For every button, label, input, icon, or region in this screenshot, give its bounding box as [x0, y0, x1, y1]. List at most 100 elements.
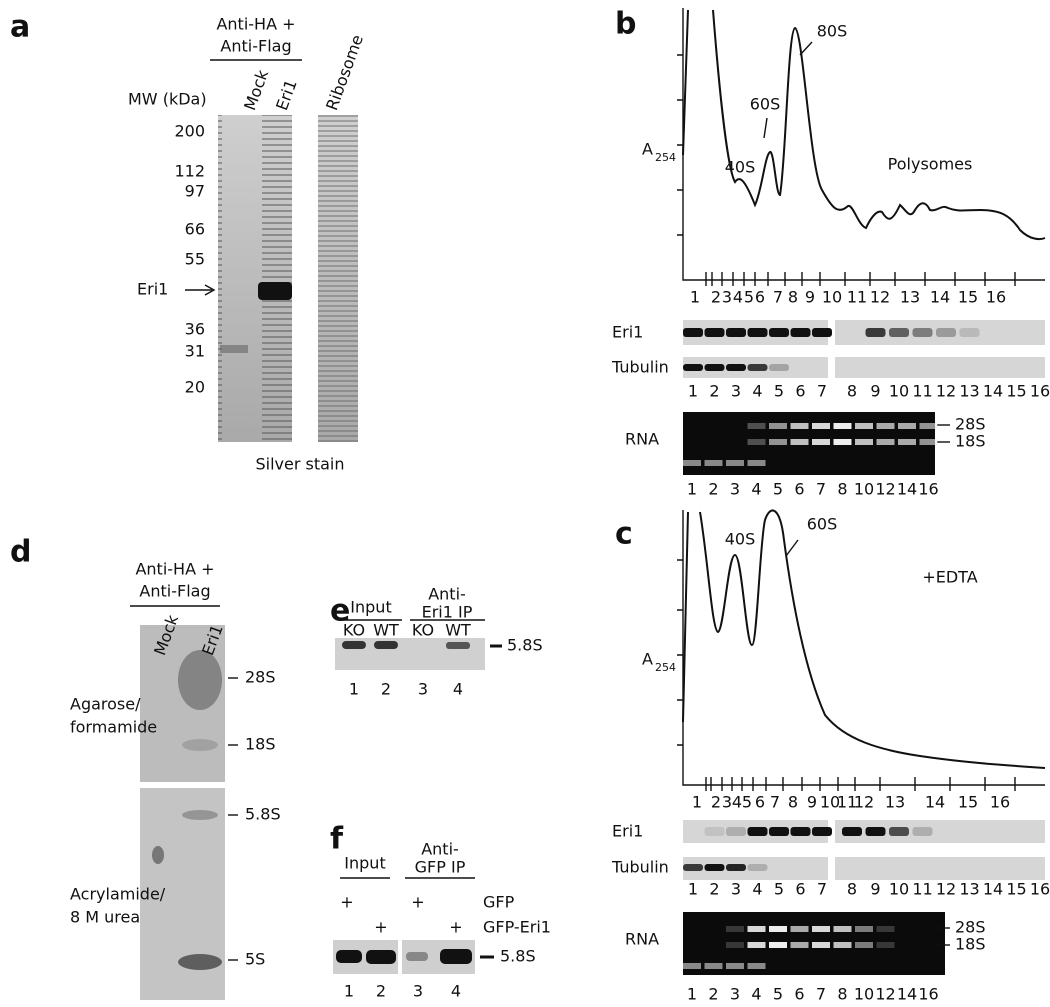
fraction-label: 11 [847, 288, 867, 307]
lane-number: 14 [897, 480, 917, 499]
blot-strip [835, 857, 1045, 880]
construct-label: GFP [483, 893, 515, 912]
rna-band [855, 942, 873, 948]
y-ticks [677, 559, 683, 746]
blot-band [704, 364, 725, 371]
rna-band [833, 423, 852, 429]
peak-label: 40S [725, 158, 756, 177]
band [406, 952, 428, 961]
lane-label: Ribosome [322, 32, 367, 113]
peak-pointer [763, 117, 768, 139]
blot-band [912, 827, 933, 836]
lane-number: 10 [889, 880, 909, 899]
lane-number: 5 [774, 880, 784, 899]
fraction-label: 3 [722, 793, 732, 812]
group-label: Eri1 IP [422, 603, 473, 622]
blot-strip [683, 857, 828, 880]
mock-band [220, 345, 248, 353]
rna-band [812, 439, 830, 445]
lane-number: 12 [875, 985, 895, 1004]
eri1-band [258, 282, 292, 300]
gel-label: 8 M urea [70, 908, 140, 927]
blot-band [865, 827, 886, 836]
fraction-label: 3 [722, 288, 732, 307]
marker-label: 31 [185, 342, 205, 361]
lane-number: 2 [381, 680, 391, 699]
lane-number: 3 [730, 985, 740, 1004]
gel-label: Agarose/ [70, 695, 141, 714]
fraction-label: 9 [805, 288, 815, 307]
marker-label: 55 [185, 250, 205, 269]
plus-sign: + [449, 918, 462, 937]
lane-number: 16 [1030, 880, 1050, 899]
lane-number: 2 [708, 985, 718, 1004]
fraction-label: 1 [692, 793, 702, 812]
fraction-label: 11 [837, 793, 857, 812]
lane-number: 4 [751, 985, 761, 1004]
lane-number: 16 [1030, 382, 1050, 401]
rna-band [790, 926, 809, 932]
fraction-label: 12 [870, 288, 890, 307]
marker-label: 20 [185, 378, 205, 397]
fraction-label: 7 [770, 793, 780, 812]
lane-number: 3 [730, 480, 740, 499]
rna-band [683, 460, 701, 466]
lane-number: 7 [817, 382, 827, 401]
lane-number: 3 [731, 880, 741, 899]
lane-number: 6 [795, 880, 805, 899]
panel-letter: b [615, 7, 636, 42]
fraction-label: 9 [807, 793, 817, 812]
plus-sign: + [374, 918, 387, 937]
condition-label: +EDTA [922, 568, 977, 587]
rna-band [747, 926, 766, 932]
band [366, 950, 396, 964]
lane-number: 2 [709, 880, 719, 899]
marker-label: 97 [185, 182, 205, 201]
lane-number: 1 [687, 480, 697, 499]
lane-number: 12 [875, 480, 895, 499]
plus-sign: + [340, 893, 353, 912]
rna-band [790, 439, 809, 445]
rna-band [855, 926, 873, 932]
blot-band [889, 328, 909, 337]
group-label: Anti- [428, 585, 466, 604]
rna-band [747, 423, 766, 429]
rna-band [833, 942, 852, 948]
marker-label: 112 [174, 162, 205, 181]
rna-band [855, 439, 873, 445]
rna-band [726, 963, 744, 969]
lane-number: 4 [451, 982, 461, 1001]
fraction-label: 8 [788, 793, 798, 812]
rna-band [898, 439, 916, 445]
band-label: 5.8S [245, 805, 281, 824]
lane-number: 13 [959, 382, 979, 401]
rna-band [726, 942, 744, 948]
panel-letter: d [10, 535, 31, 570]
band [182, 810, 218, 820]
rna-band [790, 423, 809, 429]
panel-letter: c [615, 517, 633, 552]
lane-number: 4 [752, 880, 762, 899]
lane-number: 10 [889, 382, 909, 401]
fraction-label: 14 [930, 288, 950, 307]
rna-band [769, 423, 787, 429]
lane-number: 7 [816, 480, 826, 499]
fraction-label: 13 [900, 288, 920, 307]
rna-band [790, 942, 809, 948]
rna-band [747, 942, 766, 948]
lane-number: 1 [344, 982, 354, 1001]
peak-pointer [799, 41, 813, 56]
rna-band [747, 460, 766, 466]
rna-band [833, 439, 852, 445]
lane-number: 11 [912, 880, 932, 899]
band-label: 28S [245, 668, 276, 687]
lane-number: 4 [752, 382, 762, 401]
gel-label: Acrylamide/ [70, 885, 166, 904]
blot-band [726, 827, 746, 836]
rna-band [876, 423, 895, 429]
lane-number: 8 [847, 382, 857, 401]
band [374, 641, 398, 649]
rna-band [812, 423, 830, 429]
lane-number: 2 [708, 480, 718, 499]
